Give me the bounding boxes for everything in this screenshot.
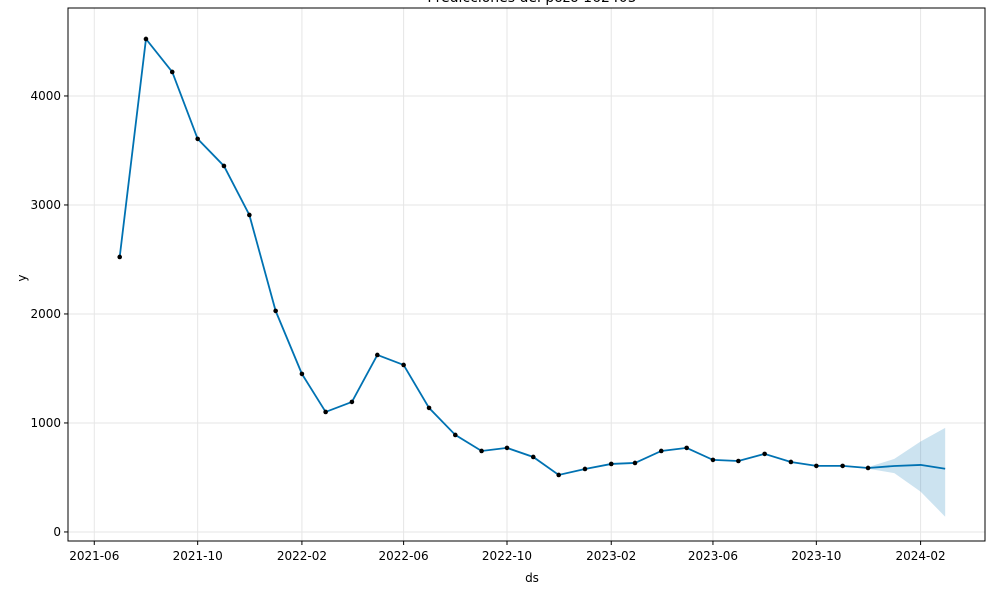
y-tick-label: 1000	[30, 416, 61, 430]
actual-point	[762, 451, 767, 457]
actual-point	[736, 458, 741, 464]
actual-point	[426, 405, 432, 411]
actual-point	[299, 371, 305, 377]
actual-point	[608, 461, 614, 467]
x-tick-label: 2021-10	[173, 549, 223, 563]
actual-point	[117, 254, 122, 260]
y-tick-label: 0	[53, 525, 61, 539]
actual-point	[323, 409, 328, 415]
actual-point	[169, 69, 175, 75]
chart-title: Predicciones del pozo 162405	[427, 0, 636, 6]
actual-point	[840, 463, 845, 469]
actual-point	[710, 457, 716, 463]
y-tick-label: 3000	[30, 198, 61, 212]
actual-point	[658, 448, 664, 454]
actual-point	[349, 399, 355, 405]
actual-point	[865, 465, 871, 471]
actual-point	[273, 308, 278, 314]
x-axis-label: ds	[525, 571, 539, 585]
x-tick-label: 2022-10	[482, 549, 532, 563]
forecast-line	[118, 36, 946, 476]
actual-point	[479, 448, 484, 454]
actual-point	[530, 454, 536, 460]
actual-point	[582, 466, 588, 472]
x-tick-label: 2023-06	[688, 549, 738, 563]
x-tick-label: 2021-06	[69, 549, 119, 563]
x-tick-label: 2024-02	[896, 549, 946, 563]
actual-point	[632, 460, 638, 466]
x-tick-label: 2022-06	[379, 549, 429, 563]
uncertainty-band	[868, 427, 946, 517]
actual-point	[401, 362, 406, 368]
actual-point	[504, 445, 510, 451]
x-tick-label: 2023-10	[791, 549, 841, 563]
actual-point	[814, 463, 819, 469]
actual-point	[684, 445, 689, 451]
y-tick-label: 2000	[30, 307, 61, 321]
actual-point	[453, 432, 458, 438]
actual-point	[788, 459, 794, 465]
actual-point	[195, 136, 200, 142]
x-tick-label: 2022-02	[277, 549, 327, 563]
x-tick-label: 2023-02	[586, 549, 636, 563]
y-tick-label: 4000	[30, 89, 61, 103]
y-axis-label: y	[15, 274, 29, 281]
actual-point	[143, 36, 149, 42]
plot-frame	[67, 7, 986, 542]
actual-point	[221, 163, 227, 169]
actual-point	[556, 472, 562, 478]
actual-point	[375, 352, 380, 358]
actual-point	[247, 212, 252, 218]
